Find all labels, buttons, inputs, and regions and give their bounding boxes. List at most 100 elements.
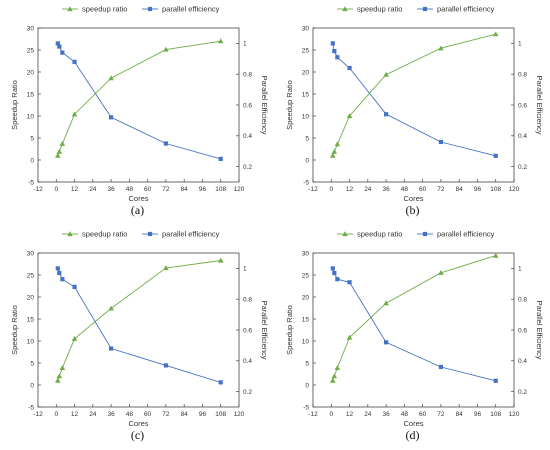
data-point-square [493,153,498,158]
data-point-triangle [217,257,224,263]
legend-marker-triangle [342,231,348,237]
y-tick-label: 10 [27,113,35,120]
data-point-square [218,156,223,161]
data-point-triangle [329,377,336,383]
data-point-square [55,41,60,46]
x-tick-label: 48 [401,411,409,418]
x-axis-title: Cores [128,419,148,428]
data-point-square [108,115,114,120]
y2-axis-title: Parallel Efficiency [535,300,544,359]
x-axis-title: Cores [403,194,423,203]
y2-tick-label: 0.8 [518,72,527,79]
x-tick-label: 108 [490,186,501,193]
data-point-triangle [71,111,78,117]
data-point-square [163,141,169,146]
x-tick-label: -12 [308,411,318,418]
data-point-square [335,55,340,60]
x-tick-label: -12 [308,186,318,193]
data-point-triangle [334,365,341,370]
legend-label: speedup ratio [357,230,402,239]
x-tick-label: 36 [382,411,390,418]
y-tick-label: 15 [302,91,310,98]
x-tick-label: 0 [54,186,58,193]
y-tick-label: 30 [302,250,310,257]
data-point-square [383,340,389,345]
x-tick-label: -12 [33,186,43,193]
y-tick-label: 20 [27,69,35,76]
series-line-1 [332,33,496,156]
y-tick-label: -5 [28,179,34,186]
data-point-triangle [163,46,169,52]
legend-label: speedup ratio [82,5,127,14]
data-point-square [55,266,60,271]
x-tick-label: 84 [181,186,189,193]
legend-label: parallel efficiency [437,5,495,14]
y-tick-label: 20 [27,294,35,301]
data-point-square [60,50,65,55]
data-point-square [335,277,340,282]
x-tick-label: 60 [419,411,427,418]
y2-tick-label: 0.4 [518,133,527,140]
y-tick-label: 5 [30,360,34,367]
data-point-triangle [163,265,169,271]
data-point-triangle [217,38,224,44]
x-tick-label: 84 [181,411,189,418]
y-axis-title: Speedup Ratio [285,80,294,130]
y2-tick-label: 1 [243,266,247,273]
data-point-square [438,139,444,145]
data-point-triangle [108,75,114,81]
x-tick-label: 108 [215,186,226,193]
data-point-triangle [56,373,63,379]
data-point-square [57,270,62,276]
y-axis-title: Speedup Ratio [10,80,19,130]
x-tick-label: 84 [456,186,464,193]
x-tick-label: 24 [364,411,372,418]
x-tick-label: 120 [234,411,245,418]
series-line-1 [57,40,221,156]
data-point-square [72,59,77,64]
y2-tick-label: 1 [518,41,522,48]
y-tick-label: 25 [302,272,310,279]
chart-svg-d: -12 0 12 24 36 48 60 72 84 96 108 120 -5 0 5 10 15 20 25 30… [285,230,544,428]
y-axis-title: Speedup Ratio [10,305,19,355]
x-tick-label: 48 [126,186,134,193]
plot-frame [312,252,515,408]
y2-tick-label: 0.6 [243,102,252,109]
legend-marker-square [422,231,428,237]
legend-label: speedup ratio [82,230,127,239]
legend-marker-square [147,6,153,12]
x-tick-label: 84 [456,411,464,418]
y2-tick-label: 0.2 [518,389,527,396]
data-point-triangle [346,334,353,340]
x-tick-label: 120 [509,186,520,193]
data-point-triangle [492,252,499,258]
data-point-square [332,49,337,54]
data-point-square [330,41,335,46]
x-tick-label: 96 [199,411,207,418]
legend-marker-square [147,231,153,237]
chart-svg-c: -12 0 12 24 36 48 60 72 84 96 108 120 -5 0 5 10 15 20 25 30… [10,230,269,428]
plot-frame [312,27,515,183]
y2-tick-label: 0.8 [243,297,252,304]
y-tick-label: 25 [27,272,35,279]
x-tick-label: 12 [71,186,79,193]
y-tick-label: 25 [27,47,35,54]
data-point-square [347,65,352,71]
y-tick-label: 15 [27,316,35,323]
data-point-square [347,280,352,285]
y2-tick-label: 1 [243,41,247,48]
y-tick-label: 5 [305,360,309,367]
data-point-triangle [331,148,338,154]
series-line-2 [332,268,496,382]
data-point-triangle [346,113,353,119]
y-tick-label: 20 [302,69,310,76]
x-tick-label: 120 [234,186,245,193]
data-point-triangle [56,148,63,154]
data-point-square [330,266,335,271]
chart-panel-b: -12 0 12 24 36 48 60 72 84 96 108 120 -5 0 5 10 15 20 25 30… [275,0,550,225]
y-tick-label: 5 [30,135,34,142]
chart-panel-d: -12 0 12 24 36 48 60 72 84 96 108 120 -5 0 5 10 15 20 25 30… [275,225,550,450]
series-line-1 [57,260,221,381]
x-tick-label: 24 [89,186,97,193]
